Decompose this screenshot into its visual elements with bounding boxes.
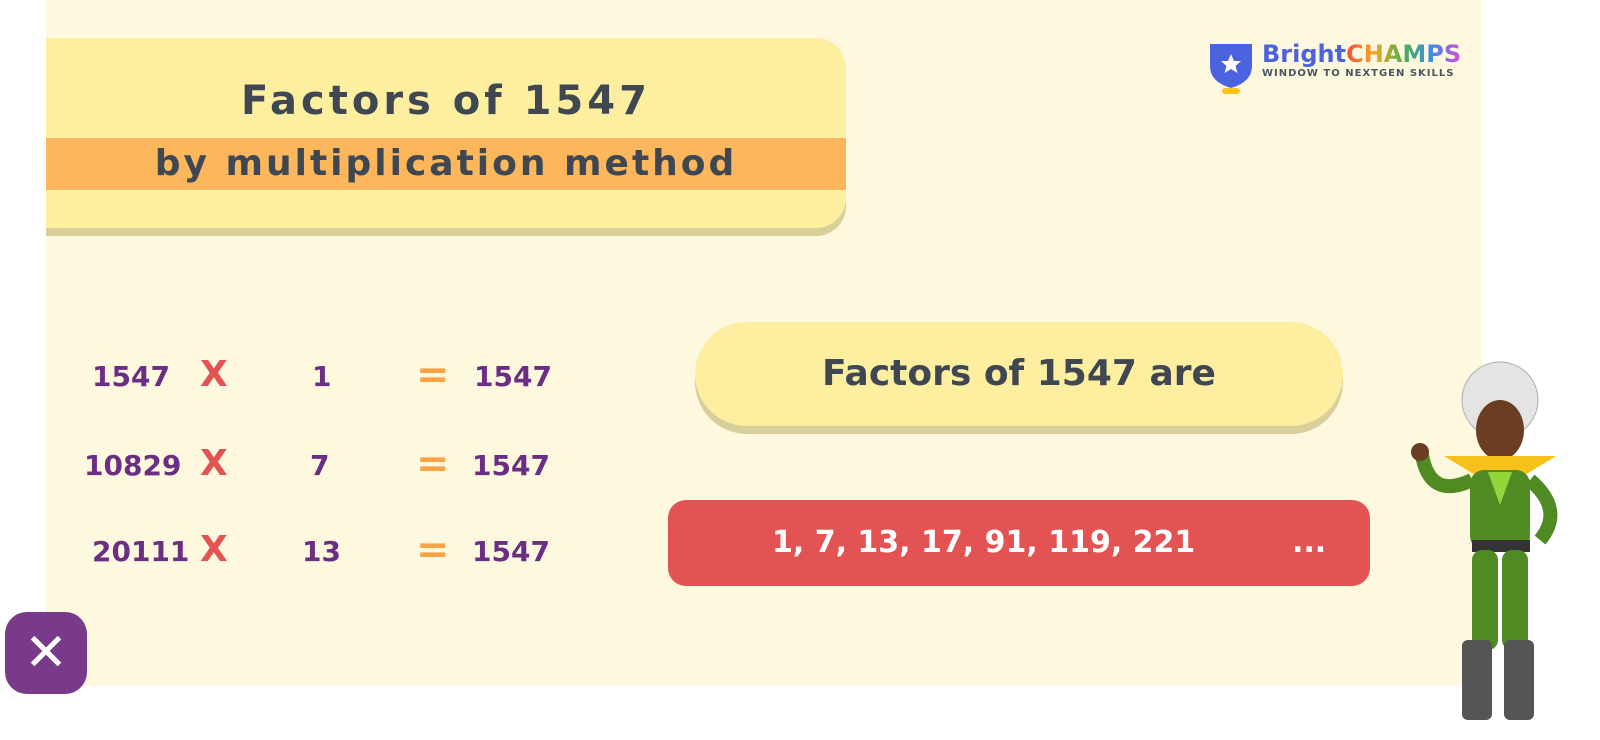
close-icon: ✕ <box>24 623 68 683</box>
multiplier: 13 <box>302 535 341 568</box>
factors-answer-box: 1, 7, 13, 17, 91, 119, 221 ... <box>668 500 1370 586</box>
factors-more: ... <box>1292 525 1327 560</box>
equals-sign: = <box>416 352 450 398</box>
multiplier: 7 <box>310 449 330 482</box>
equals-sign: = <box>416 527 450 573</box>
multiplicand: 20111 <box>92 535 190 568</box>
brand-name-accent: CHAMPS <box>1346 40 1462 68</box>
brightchamps-logo: BrightCHAMPS WINDOW TO NEXTGEN SKILLS <box>1208 40 1461 94</box>
product: 1547 <box>472 449 550 482</box>
times-sign: X <box>200 443 228 484</box>
shield-star-icon <box>1210 44 1252 94</box>
product: 1547 <box>472 535 550 568</box>
equals-sign: = <box>416 441 450 487</box>
multiplier: 1 <box>312 360 332 393</box>
multiplication-row: 1547 X 1 = 1547 <box>60 352 580 402</box>
product: 1547 <box>474 360 552 393</box>
multiplicand: 10829 <box>84 449 182 482</box>
character-illustration <box>1411 361 1558 720</box>
brand-name: Bright <box>1262 40 1347 68</box>
multiplication-row: 20111 X 13 = 1547 <box>60 527 580 577</box>
page-subtitle: by multiplication method <box>46 138 846 190</box>
close-button[interactable]: ✕ <box>5 612 87 694</box>
factors-list: 1, 7, 13, 17, 91, 119, 221 <box>772 525 1196 560</box>
title-panel: Factors of 1547 by multiplication method <box>46 38 846 228</box>
times-sign: X <box>200 354 228 395</box>
brand-tagline: WINDOW TO NEXTGEN SKILLS <box>1262 68 1455 79</box>
factors-heading: Factors of 1547 are <box>695 322 1343 426</box>
multiplication-row: 10829 X 7 = 1547 <box>60 441 580 491</box>
page-title: Factors of 1547 <box>241 78 651 124</box>
multiplicand: 1547 <box>92 360 170 393</box>
times-sign: X <box>200 529 228 570</box>
